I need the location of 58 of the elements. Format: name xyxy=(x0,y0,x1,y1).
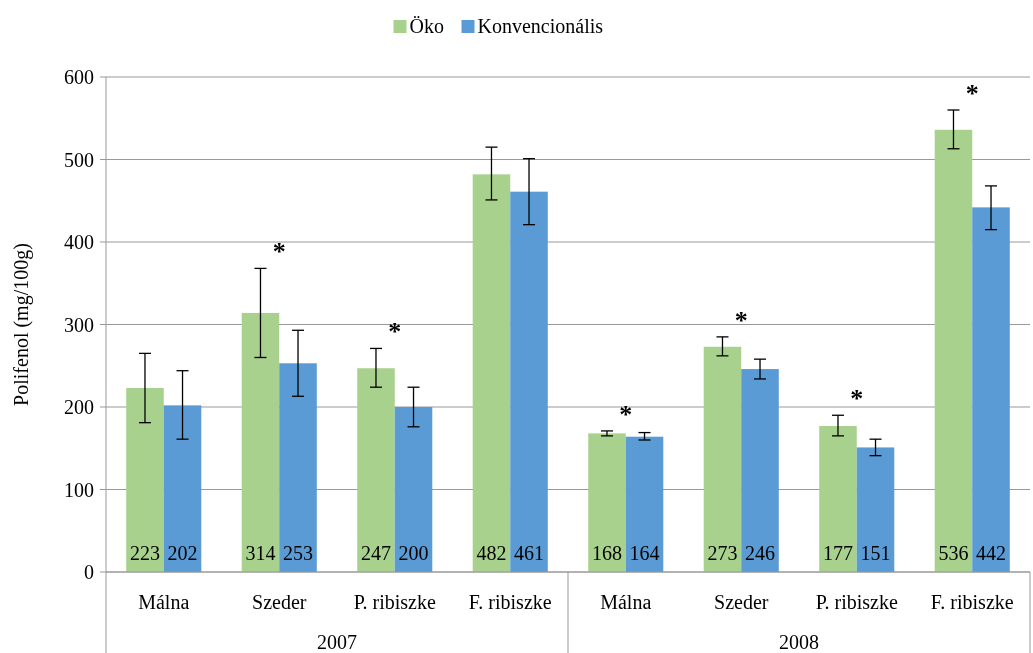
annotation: * xyxy=(965,79,979,108)
annotation: * xyxy=(850,384,864,414)
y-tick-label: 300 xyxy=(64,313,94,336)
data-label: 164 xyxy=(629,542,660,564)
data-label: 314 xyxy=(245,542,276,564)
annotation: * xyxy=(388,317,402,347)
bar xyxy=(241,312,280,572)
bar xyxy=(394,407,433,572)
x-tick-label: F. ribiszke xyxy=(930,591,1014,613)
data-label: 151 xyxy=(860,542,891,564)
data-label: 273 xyxy=(707,542,738,564)
data-label: 536 xyxy=(938,542,969,564)
x-tick-label: Szeder xyxy=(714,591,769,613)
data-label: 168 xyxy=(591,542,622,564)
data-label: 247 xyxy=(360,542,391,564)
data-label: 223 xyxy=(129,542,160,564)
bar xyxy=(972,207,1010,572)
y-tick-label: 200 xyxy=(64,396,94,418)
bar xyxy=(588,433,626,572)
y-tick-label: 100 xyxy=(64,478,94,501)
bar xyxy=(703,346,742,572)
data-label: 253 xyxy=(283,542,314,564)
bar xyxy=(934,129,973,572)
bar xyxy=(357,368,395,572)
text: 2008 xyxy=(779,631,819,653)
bar xyxy=(472,174,511,572)
y-tick-label: 0 xyxy=(84,561,94,583)
bar xyxy=(819,425,857,572)
annotation: * xyxy=(619,399,633,429)
data-label: 482 xyxy=(476,542,507,564)
data-label: 177 xyxy=(822,542,853,564)
x-tick-label: Málna xyxy=(600,591,652,613)
x-tick-label: Málna xyxy=(138,591,190,613)
bar xyxy=(856,447,895,572)
bar xyxy=(741,369,779,572)
data-label: 461 xyxy=(514,542,545,564)
x-tick-label: P. ribiszke xyxy=(815,591,898,613)
y-tick-label: 400 xyxy=(64,231,94,253)
data-label: 246 xyxy=(745,542,776,564)
data-label: 202 xyxy=(167,542,198,564)
y-tick-label: 500 xyxy=(64,148,94,171)
x-tick-label: F. ribiszke xyxy=(468,591,552,613)
annotation: * xyxy=(272,237,286,267)
bar xyxy=(279,363,317,572)
text: 2007 xyxy=(317,631,357,653)
bar xyxy=(510,191,548,572)
x-tick-label: P. ribiszke xyxy=(353,591,436,613)
annotation: * xyxy=(734,305,748,335)
y-tick-label: 600 xyxy=(64,66,94,88)
bar xyxy=(625,436,664,572)
data-label: 442 xyxy=(976,542,1007,564)
x-tick-label: Szeder xyxy=(252,591,307,613)
bar xyxy=(163,405,202,572)
bar xyxy=(126,388,164,572)
legend-label: Öko xyxy=(409,15,444,37)
data-label: 200 xyxy=(398,542,429,564)
y-axis-title: Polifenol (mg/100g) xyxy=(10,243,33,406)
legend-label: Konvencionális xyxy=(477,15,604,37)
